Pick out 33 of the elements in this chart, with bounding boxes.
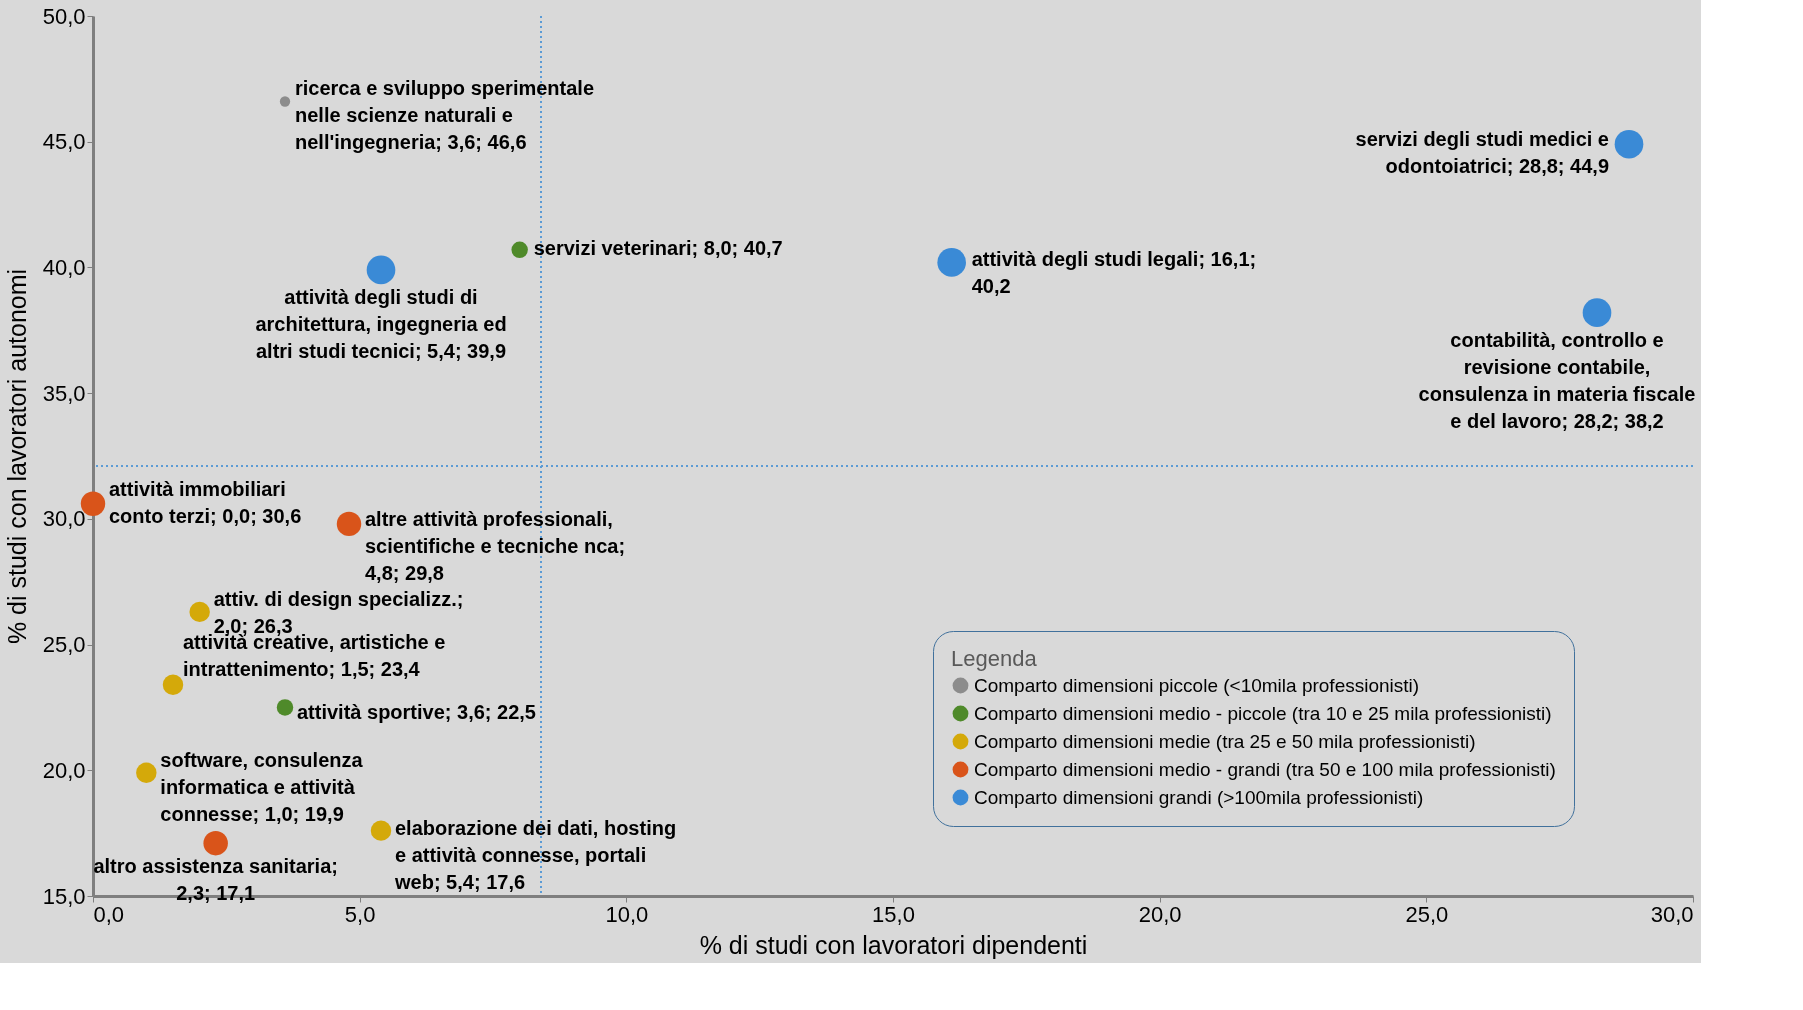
data-label: ricerca e sviluppo sperimentale nelle scienze naturali e nell'ingegneria; 3,6; 46,6 <box>295 77 595 154</box>
legend-label: Comparto dimensioni medie (tra 25 e 50 mila professionisti) <box>974 730 1476 752</box>
y-tick-label: 35,0 <box>42 380 86 406</box>
x-tick-label: 15,0 <box>872 901 915 927</box>
legend-label: Comparto dimensioni medio - grandi (tra 50 e 100 mila professionisti) <box>974 758 1556 780</box>
data-label: contabilità, controllo e revisione contabile, consulenza in materia fiscale e del lavoro; 28,2; 38,2 <box>1418 328 1696 432</box>
data-label: servizi veterinari; 8,0; 40,7 <box>533 236 783 259</box>
data-label: attività degli studi legali; 16,1; 40,2 <box>971 248 1257 298</box>
y-tick-label: 15,0 <box>42 883 86 909</box>
legend-label: Comparto dimensioni grandi (>100mila professionisti) <box>974 786 1424 808</box>
y-tick-label: 25,0 <box>42 632 86 658</box>
data-label: servizi degli studi medici e odontoiatrici; 28,8; 44,9 <box>1355 128 1609 178</box>
data-label: elaborazione dei dati, hosting e attività connesse, portali web; 5,4; 17,6 <box>394 816 677 893</box>
legend-label: Comparto dimensioni medio - piccole (tra 10 e 25 mila professionisti) <box>974 702 1552 724</box>
data-label: software, consulenza informatica e attività connesse; 1,0; 19,9 <box>160 748 364 825</box>
legend-title: Legenda <box>951 646 1038 671</box>
y-axis-title: % di studi con lavoratori autonomi <box>2 268 31 645</box>
data-label: altre attività professionali, scientifiche e tecniche nca; 4,8; 29,8 <box>365 507 626 584</box>
data-label: attività sportive; 3,6; 22,5 <box>297 701 536 724</box>
y-tick-label: 20,0 <box>42 757 86 783</box>
data-label: attività degli studi di architettura, ingegneria ed altri studi tecnici; 5,4; 39,9 <box>255 285 507 362</box>
y-tick-label: 30,0 <box>42 506 86 532</box>
y-tick-label: 50,0 <box>42 3 86 29</box>
x-tick-label: 25,0 <box>1405 901 1449 927</box>
x-tick-label: 20,0 <box>1138 901 1182 927</box>
x-tick-label: 5,0 <box>344 901 376 927</box>
y-tick-label: 40,0 <box>42 254 86 280</box>
y-tick-label: 45,0 <box>42 129 86 155</box>
legend-label: Comparto dimensioni piccole (<10mila professionisti) <box>974 674 1420 696</box>
data-label: attività immobiliari conto terzi; 0,0; 30,6 <box>109 477 302 527</box>
x-axis-title: % di studi con lavoratori dipendenti <box>699 930 1088 959</box>
x-tick-label: 30,0 <box>1650 901 1694 927</box>
x-tick-label: 10,0 <box>605 901 649 927</box>
